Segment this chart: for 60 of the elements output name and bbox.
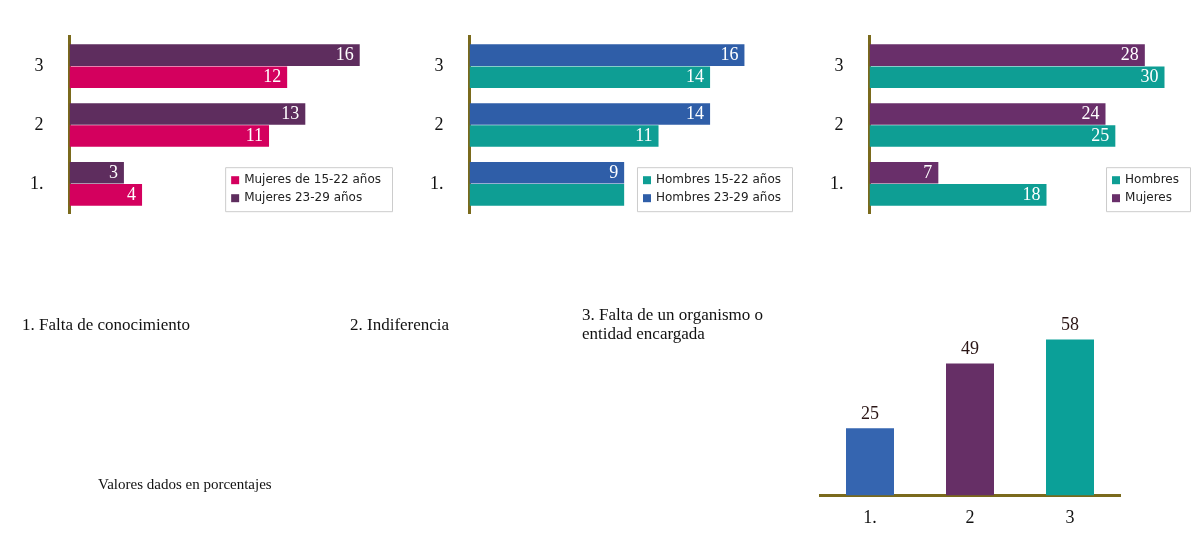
bar — [869, 184, 1047, 206]
data-label: 4 — [127, 183, 137, 204]
bar — [869, 103, 1106, 125]
data-label: 11 — [245, 124, 264, 145]
y-tick-label: 1. — [430, 172, 444, 193]
data-label: 25 — [861, 402, 879, 423]
bar — [69, 44, 360, 66]
bar — [469, 125, 659, 147]
bar — [869, 44, 1145, 66]
data-label: 16 — [720, 43, 739, 64]
bar — [69, 103, 306, 125]
data-label: 16 — [335, 43, 354, 64]
bar — [469, 44, 745, 66]
data-label: 58 — [1061, 314, 1079, 335]
data-label: 11 — [635, 124, 653, 145]
bar — [469, 66, 711, 89]
data-label: 12 — [263, 65, 282, 86]
bar — [469, 161, 625, 184]
x-tick-label: 3 — [1065, 506, 1075, 527]
text: 3. Falta de un organismo o entidad encargada — [582, 305, 764, 344]
y-tick-label: 3 — [434, 54, 444, 75]
legend-label: Mujeres — [1125, 190, 1173, 205]
legend-label: Hombres — [1125, 172, 1180, 187]
data-label: 9 — [609, 161, 619, 182]
y-tick-label: 1. — [830, 172, 844, 193]
text: 1. Falta de conocimiento — [22, 315, 192, 335]
data-label: 28 — [1120, 43, 1139, 64]
x-tick-label: 2 — [965, 506, 975, 527]
data-label: 25 — [1091, 124, 1110, 145]
data-label: 30 — [1140, 65, 1159, 86]
data-label: 7 — [923, 161, 933, 182]
data-label: 3 — [108, 161, 118, 182]
bar — [69, 66, 288, 89]
data-label: 49 — [961, 338, 979, 359]
bar — [69, 125, 270, 147]
data-label: 14 — [686, 65, 705, 86]
legend-label: Hombres 23-29 años — [655, 190, 781, 205]
y-tick-label: 1. — [30, 172, 44, 193]
bar — [869, 66, 1165, 89]
x-tick-label: 1. — [863, 506, 877, 527]
legend-label: Mujeres 23-29 años — [244, 190, 363, 205]
bar — [69, 184, 143, 206]
bar — [869, 161, 939, 184]
bar — [469, 103, 711, 125]
y-tick-label: 2 — [834, 113, 844, 134]
text: Valores dados en porcentajes — [98, 476, 273, 493]
bar — [69, 161, 124, 184]
y-tick-label: 2 — [434, 113, 444, 134]
data-label: 18 — [1022, 183, 1041, 204]
y-tick-label: 3 — [34, 54, 44, 75]
data-label: 14 — [686, 102, 705, 123]
y-tick-label: 2 — [34, 113, 44, 134]
legend-label: Hombres 15-22 años — [655, 172, 781, 187]
text: 2. Indiferencia — [350, 315, 451, 335]
data-label: 24 — [1081, 102, 1100, 123]
bar — [469, 184, 625, 206]
legend-label: Mujeres de 15-22 años — [244, 172, 382, 187]
y-tick-label: 3 — [834, 54, 844, 75]
bar — [869, 125, 1116, 147]
data-label: 13 — [281, 102, 300, 123]
